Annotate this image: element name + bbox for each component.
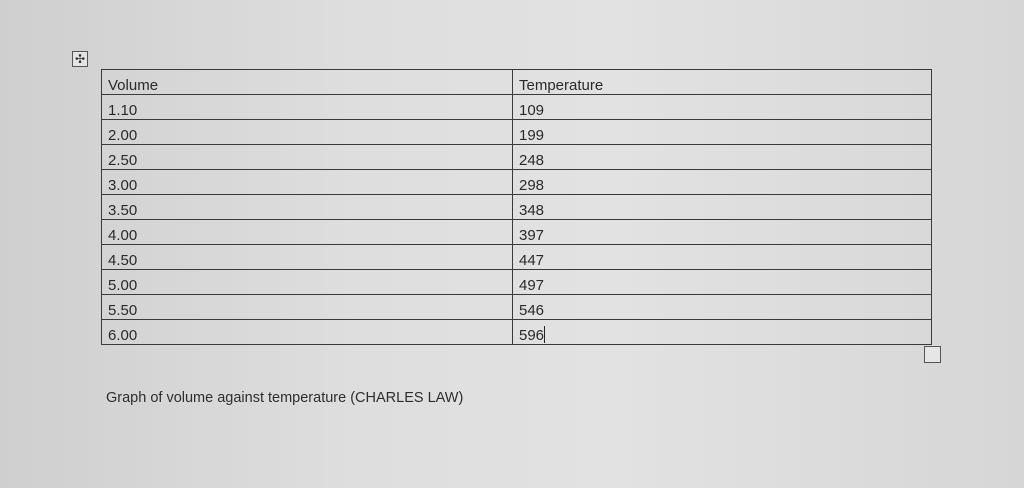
header-temperature[interactable]: Temperature (512, 69, 932, 95)
table-row: 2.00 199 (101, 119, 932, 145)
temperature-cell[interactable]: 109 (512, 94, 932, 120)
volume-cell[interactable]: 1.10 (101, 94, 513, 120)
temperature-cell[interactable]: 596 (512, 319, 932, 345)
data-table: Volume Temperature 1.10 109 2.00 199 2.50 248… (101, 69, 932, 345)
table-move-handle-icon[interactable]: ✣ (72, 51, 88, 67)
temperature-cell[interactable]: 397 (512, 219, 932, 245)
volume-cell[interactable]: 4.50 (101, 244, 513, 270)
temperature-cell[interactable]: 546 (512, 294, 932, 320)
volume-cell[interactable]: 3.50 (101, 194, 513, 220)
text-cursor (544, 326, 546, 343)
caption-text[interactable]: Graph of volume against temperature (CHA… (106, 390, 464, 406)
temperature-cell[interactable]: 298 (512, 169, 932, 195)
volume-cell[interactable]: 4.00 (101, 219, 513, 245)
temperature-cell[interactable]: 497 (512, 269, 932, 295)
volume-cell[interactable]: 2.50 (101, 144, 513, 170)
table-row: 2.50 248 (101, 144, 932, 170)
table-row: 4.00 397 (101, 219, 932, 245)
temperature-cell[interactable]: 199 (512, 119, 932, 145)
temperature-cell[interactable]: 348 (512, 194, 932, 220)
volume-cell[interactable]: 6.00 (101, 319, 513, 345)
table-header-row: Volume Temperature (101, 69, 932, 95)
volume-cell[interactable]: 5.50 (101, 294, 513, 320)
table-row: 1.10 109 (101, 94, 932, 120)
table-row: 3.00 298 (101, 169, 932, 195)
header-volume[interactable]: Volume (101, 69, 513, 95)
table-row: 5.50 546 (101, 294, 932, 320)
temperature-cell[interactable]: 447 (512, 244, 932, 270)
volume-cell[interactable]: 3.00 (101, 169, 513, 195)
table-resize-handle-icon[interactable] (924, 346, 941, 363)
table-row: 4.50 447 (101, 244, 932, 270)
temperature-cell[interactable]: 248 (512, 144, 932, 170)
table-row: 6.00 596 (101, 319, 932, 345)
volume-cell[interactable]: 5.00 (101, 269, 513, 295)
table-row: 3.50 348 (101, 194, 932, 220)
table-row: 5.00 497 (101, 269, 932, 295)
volume-cell[interactable]: 2.00 (101, 119, 513, 145)
